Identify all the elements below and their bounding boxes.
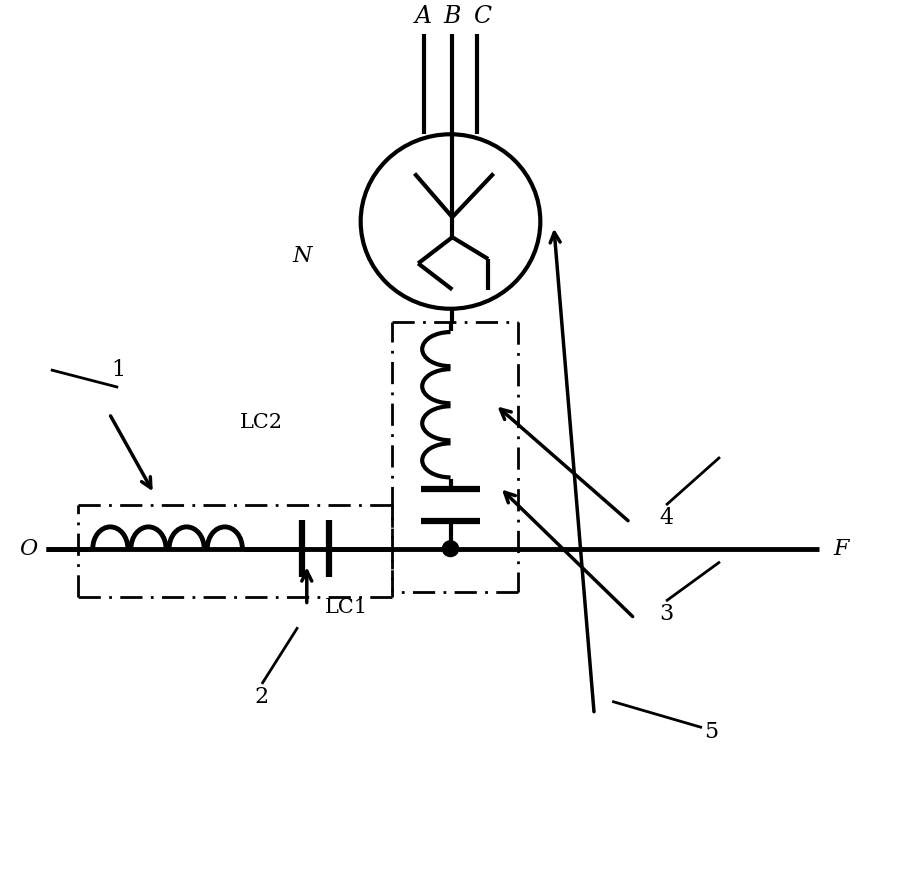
Text: C: C xyxy=(473,4,491,27)
Text: LC2: LC2 xyxy=(241,413,284,431)
Text: A: A xyxy=(415,4,432,27)
Circle shape xyxy=(442,540,459,556)
Text: 4: 4 xyxy=(659,507,673,529)
Text: N: N xyxy=(293,245,312,268)
Text: 3: 3 xyxy=(659,603,673,626)
Text: LC1: LC1 xyxy=(324,598,368,617)
Text: 5: 5 xyxy=(704,721,718,743)
Text: 2: 2 xyxy=(255,686,268,708)
Text: B: B xyxy=(443,4,461,27)
Text: 1: 1 xyxy=(111,359,125,381)
Text: F: F xyxy=(833,538,849,560)
Text: O: O xyxy=(19,538,38,560)
